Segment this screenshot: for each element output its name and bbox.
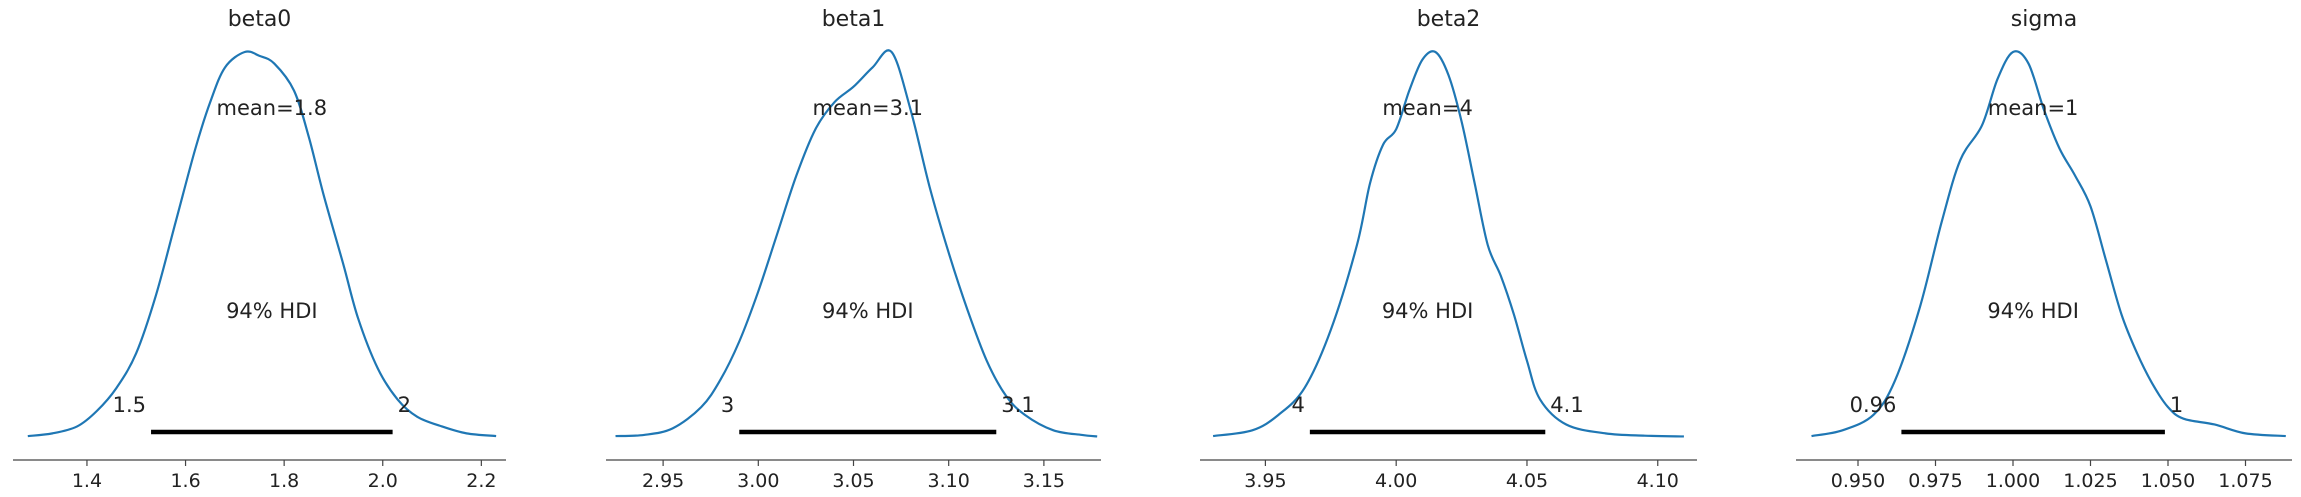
mean-label: mean=4	[1382, 96, 1473, 120]
subplot-beta1: beta1 mean=3.1 94% HDI 3 3.1 2.95 3.00 3.05 3.10…	[606, 7, 1101, 492]
subplot-title: beta2	[1417, 7, 1481, 32]
subplot-title: sigma	[2011, 7, 2077, 32]
x-tick-label: 3.95	[1244, 470, 1286, 492]
x-tick-label: 1.6	[170, 470, 200, 492]
x-tick-label: 2.95	[642, 470, 684, 492]
mean-label: mean=1.8	[217, 96, 328, 120]
subplot-sigma: sigma mean=1 94% HDI 0.96 1 0.950 0.975 1.000 1.…	[1796, 7, 2292, 492]
x-tick-label: 3.00	[737, 470, 779, 492]
hdi-low-label: 3	[721, 393, 734, 417]
x-tick-label: 1.025	[2063, 470, 2117, 492]
subplot-title: beta0	[228, 7, 292, 32]
x-tick-label: 1.8	[269, 470, 299, 492]
density-curve	[27, 50, 497, 438]
mean-label: mean=1	[1988, 96, 2079, 120]
x-tick-label: 2.2	[466, 470, 496, 492]
x-tick-label: 1.4	[72, 470, 102, 492]
hdi-low-label: 4	[1291, 393, 1304, 417]
x-tick-label: 4.10	[1637, 470, 1679, 492]
hdi-label: 94% HDI	[1987, 299, 2079, 323]
density-curve	[615, 49, 1098, 438]
x-tick-label: 3.15	[1023, 470, 1065, 492]
subplot-title: beta1	[822, 7, 886, 32]
hdi-high-label: 3.1	[1001, 393, 1034, 417]
x-tick-label: 4.05	[1506, 470, 1548, 492]
subplot-beta0: beta0 mean=1.8 94% HDI 1.5 2 1.4 1.6 1.8 2.0 2.2	[13, 7, 506, 492]
x-tick-label: 1.000	[1986, 470, 2040, 492]
x-tick-label: 1.075	[2218, 470, 2272, 492]
density-curve	[1212, 50, 1684, 438]
x-tick-label: 3.05	[832, 470, 874, 492]
mean-label: mean=3.1	[812, 96, 923, 120]
x-tick-label: 0.950	[1831, 470, 1885, 492]
density-curve	[1811, 50, 2286, 438]
hdi-high-label: 2	[398, 393, 411, 417]
hdi-low-label: 1.5	[113, 393, 146, 417]
hdi-label: 94% HDI	[1382, 299, 1474, 323]
x-tick-label: 1.050	[2141, 470, 2195, 492]
subplot-beta2: beta2 mean=4 94% HDI 4 4.1 3.95 4.00 4.05 4.10	[1200, 7, 1697, 492]
x-tick-label: 2.0	[368, 470, 398, 492]
x-tick-label: 4.00	[1375, 470, 1417, 492]
x-tick-label: 0.975	[1908, 470, 1962, 492]
hdi-label: 94% HDI	[226, 299, 318, 323]
x-tick-label: 3.10	[928, 470, 970, 492]
hdi-low-label: 0.96	[1850, 393, 1897, 417]
hdi-label: 94% HDI	[822, 299, 914, 323]
hdi-high-label: 1	[2170, 393, 2183, 417]
hdi-high-label: 4.1	[1550, 393, 1583, 417]
